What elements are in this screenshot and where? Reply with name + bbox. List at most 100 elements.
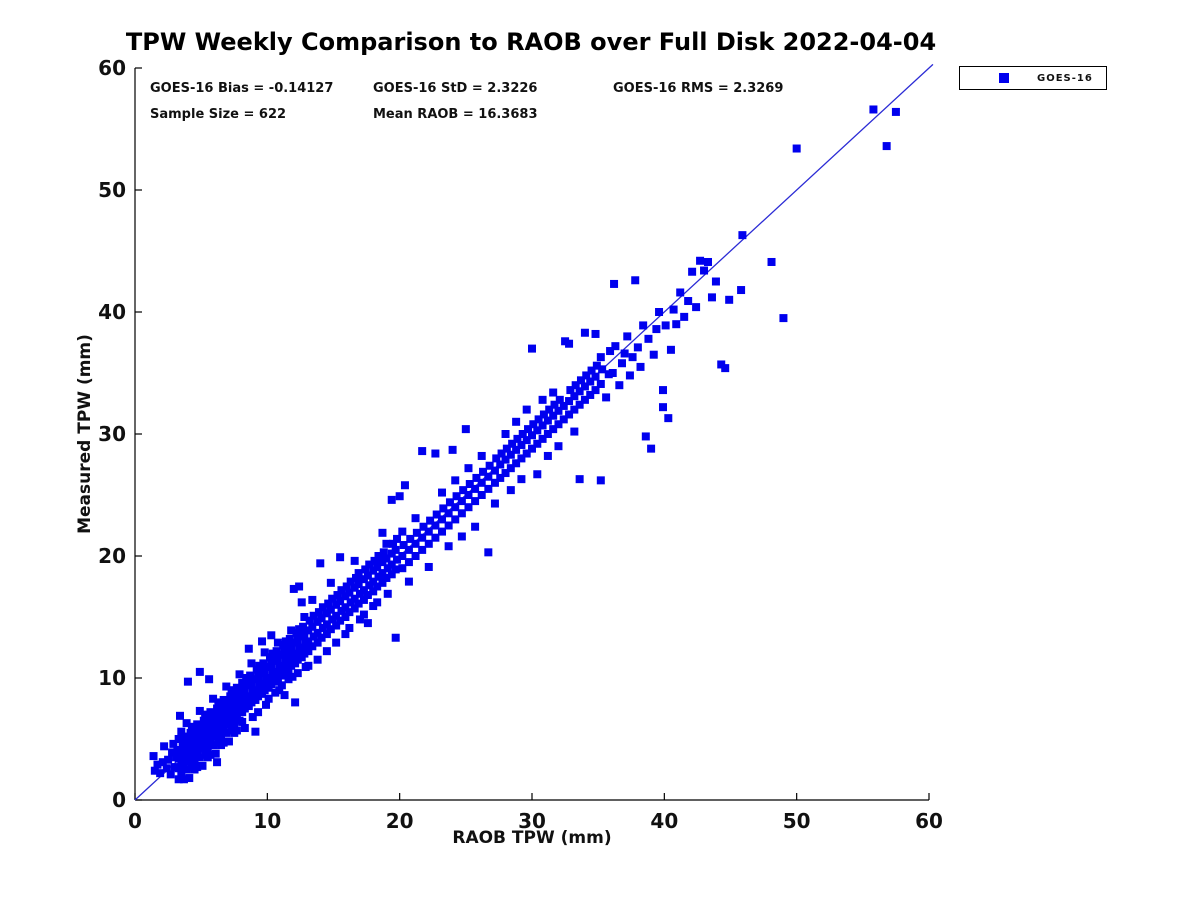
scatter-point (571, 381, 580, 390)
scatter-point (341, 603, 350, 612)
scatter-point (179, 775, 188, 784)
scatter-point (580, 382, 589, 391)
scatter-point (346, 577, 355, 586)
scatter-point (596, 353, 605, 362)
scatter-point (354, 599, 363, 608)
scatter-point (198, 744, 207, 753)
scatter-point (350, 604, 359, 613)
scatter-point (399, 541, 408, 550)
scatter-point (322, 630, 331, 639)
scatter-point (591, 329, 600, 338)
scatter-point (341, 630, 350, 639)
scatter-point (438, 527, 447, 536)
scatter-point (404, 558, 413, 567)
scatter-point (606, 347, 615, 356)
scatter-point (267, 631, 276, 640)
scatter-point (240, 724, 249, 733)
scatter-point (457, 509, 466, 518)
scatter-point (533, 426, 542, 435)
scatter-point (565, 397, 574, 406)
scatter-point (382, 573, 391, 582)
scatter-point (314, 608, 323, 617)
scatter-point (528, 344, 536, 353)
scatter-point (431, 533, 440, 542)
scatter-point (591, 386, 600, 395)
scatter-point (659, 386, 668, 395)
scatter-point (424, 539, 433, 548)
scatter-point (411, 539, 420, 548)
scatter-point (341, 613, 350, 621)
scatter-point (185, 774, 194, 783)
scatter-point (382, 539, 391, 548)
scatter-point (264, 694, 273, 703)
scatter-point (490, 466, 499, 475)
scatter-point (166, 770, 175, 779)
x-tick-label: 0 (128, 809, 142, 833)
scatter-point (354, 569, 363, 578)
scatter-point (277, 681, 286, 690)
scatter-point (497, 449, 506, 458)
scatter-point (555, 395, 564, 404)
scatter-point (586, 390, 595, 399)
scatter-point (418, 447, 427, 456)
scatter-point (575, 387, 584, 396)
scatter-point (222, 728, 231, 737)
scatter-point (217, 720, 226, 729)
scatter-point (647, 444, 656, 453)
scatter-point (304, 637, 313, 646)
scatter-point (438, 515, 447, 524)
scatter-point (615, 381, 624, 390)
scatter-point (484, 484, 493, 493)
scatter-point (175, 711, 184, 720)
scatter-point (602, 393, 611, 402)
scatter-point (471, 522, 480, 531)
scatter-point (313, 655, 322, 664)
scatter-point (317, 614, 326, 623)
scatter-point (177, 756, 186, 765)
scatter-point (707, 293, 716, 302)
scatter-point (224, 710, 233, 719)
scatter-point (350, 594, 359, 603)
legend-box: GOES-16 (959, 66, 1107, 90)
scatter-point (328, 594, 337, 603)
scatter-point (169, 739, 178, 748)
scatter-point (457, 532, 466, 541)
scatter-point (439, 504, 448, 513)
scatter-point (247, 659, 256, 668)
scatter-point (224, 720, 233, 729)
scatter-point (213, 704, 222, 713)
scatter-point (543, 416, 552, 425)
scatter-point (373, 582, 382, 591)
scatter-point (704, 257, 713, 266)
scatter-point (297, 598, 306, 607)
scatter-point (464, 491, 473, 499)
scatter-point (457, 497, 466, 506)
scatter-point (355, 615, 364, 624)
scatter-point (696, 256, 705, 265)
scatter-point (205, 675, 214, 684)
scatter-point (313, 638, 322, 647)
scatter-point (387, 495, 396, 504)
scatter-point (183, 677, 192, 686)
scatter-point (332, 621, 341, 630)
scatter-point (285, 634, 294, 643)
scatter-point (230, 708, 239, 717)
scatter-point (424, 562, 433, 571)
scatter-point (611, 342, 620, 351)
scatter-point (636, 362, 645, 371)
scatter-point (160, 742, 169, 751)
scatter-point (393, 534, 402, 543)
scatter-point (633, 343, 642, 352)
scatter-point (418, 533, 427, 542)
scatter-point (559, 415, 568, 424)
scatter-point (444, 521, 453, 530)
scatter-point (570, 427, 579, 436)
scatter-point (226, 692, 235, 701)
scatter-point (370, 556, 379, 565)
scatter-point (669, 305, 678, 314)
scatter-point (518, 430, 527, 438)
scatter-point (153, 760, 162, 769)
scatter-point (591, 372, 600, 381)
scatter-point (351, 573, 360, 582)
scatter-point (649, 350, 658, 359)
